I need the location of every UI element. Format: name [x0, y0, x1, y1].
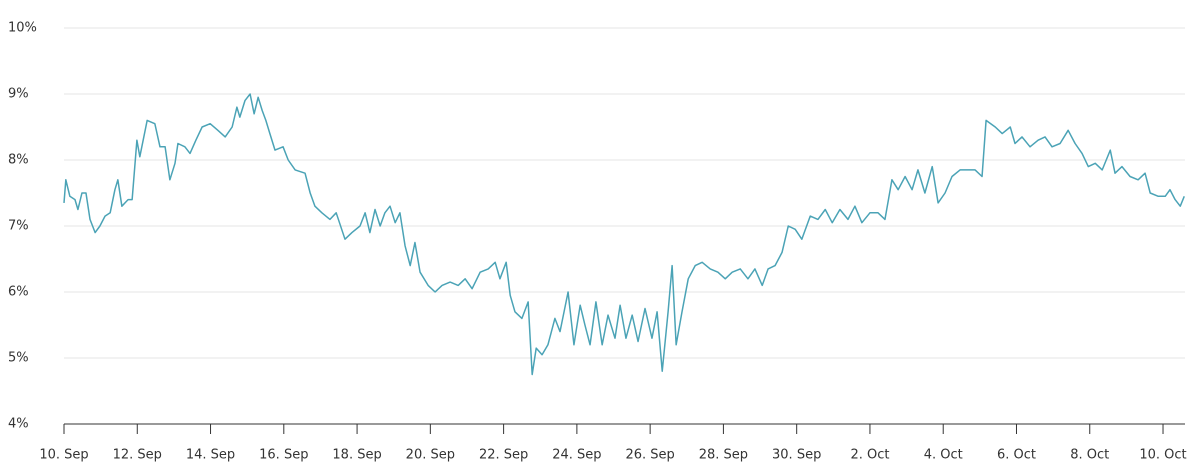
x-tick-label: 2. Oct — [850, 448, 889, 463]
x-tick-label: 26. Sep — [625, 448, 674, 463]
x-tick-label: 18. Sep — [332, 448, 381, 463]
x-tick-label: 12. Sep — [113, 448, 162, 463]
y-tick-label: 9% — [8, 87, 29, 102]
y-tick-label: 8% — [8, 153, 29, 168]
x-tick-label: 14. Sep — [186, 448, 235, 463]
y-tick-label: 7% — [8, 219, 29, 234]
x-tick-label: 30. Sep — [772, 448, 821, 463]
x-tick-label: 24. Sep — [552, 448, 601, 463]
x-tick-label: 20. Sep — [406, 448, 455, 463]
y-tick-label: 10% — [8, 21, 37, 36]
y-tick-label: 6% — [8, 285, 29, 300]
x-tick-label: 10. Oct — [1139, 448, 1186, 463]
y-tick-label: 4% — [8, 417, 29, 432]
x-tick-label: 10. Sep — [39, 448, 88, 463]
x-tick-label: 8. Oct — [1070, 448, 1109, 463]
x-tick-label: 4. Oct — [924, 448, 963, 463]
line-series — [63, 93, 1185, 376]
x-tick-label: 22. Sep — [479, 448, 528, 463]
x-tick-label: 28. Sep — [699, 448, 748, 463]
y-tick-label: 5% — [8, 351, 29, 366]
x-tick-label: 16. Sep — [259, 448, 308, 463]
x-tick-label: 6. Oct — [997, 448, 1036, 463]
